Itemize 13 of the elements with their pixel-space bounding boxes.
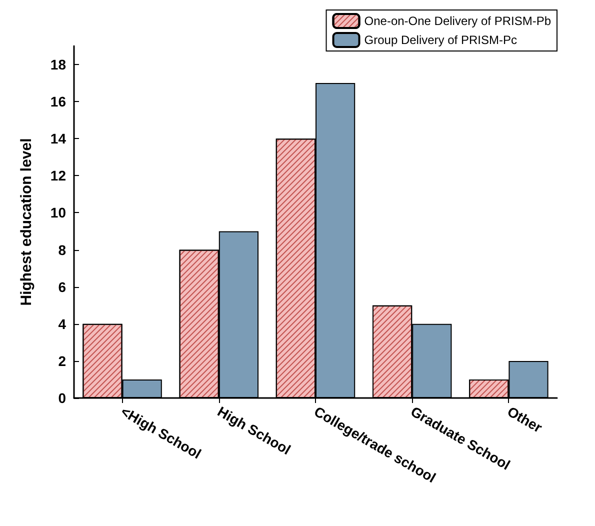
y-tick-label: 4 (58, 316, 66, 332)
y-tick-label: 2 (58, 352, 66, 369)
y-tick-label: 18 (50, 56, 66, 73)
y-tick-label: 12 (50, 168, 66, 184)
legend-label: One-on-One Delivery of PRISM-Pb (364, 14, 552, 28)
legend-label: Group Delivery of PRISM-Pc (364, 33, 517, 47)
y-tick-label: 14 (50, 130, 66, 147)
y-tick-label: 8 (58, 242, 66, 258)
y-tick-label: 10 (50, 204, 66, 221)
y-tick-label: 16 (50, 94, 66, 110)
y-tick-label: 0 (58, 390, 66, 406)
y-axis-title: Highest education level (18, 138, 35, 306)
y-tick-label: 6 (58, 278, 66, 295)
